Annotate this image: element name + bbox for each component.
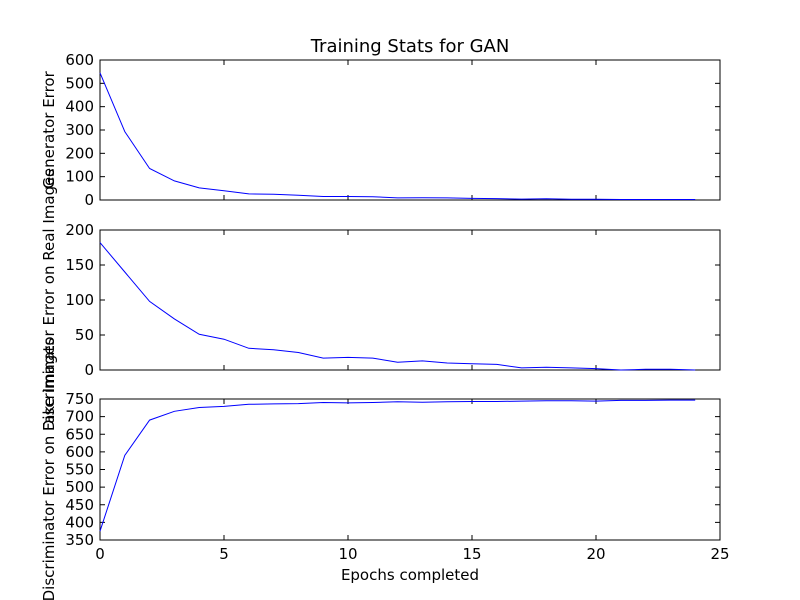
y-tick-label: 400 <box>65 513 94 531</box>
y-tick-label: 500 <box>65 74 94 92</box>
y-tick-label: 50 <box>75 326 94 344</box>
chart-title: Training Stats for GAN <box>310 36 510 57</box>
x-axis-label: Epochs completed <box>341 566 479 584</box>
y-tick-label: 200 <box>65 221 94 239</box>
y-tick-label: 750 <box>65 390 94 408</box>
y-tick-label: 150 <box>65 256 94 274</box>
x-tick-label: 5 <box>219 545 229 563</box>
y-tick-label: 600 <box>65 51 94 69</box>
y-tick-label: 300 <box>65 121 94 139</box>
plot-frame <box>99 229 721 371</box>
y-tick-label: 400 <box>65 98 94 116</box>
x-tick-label: 15 <box>462 545 481 563</box>
y-tick-label: 600 <box>65 443 94 461</box>
subplot-2: 0 50 100 150 200 Discriminator Error on Real … <box>40 169 721 431</box>
series-line <box>99 242 696 371</box>
y-tick-label: 0 <box>84 361 94 379</box>
y-axis-label: Discriminator Error on Real Images <box>40 169 58 431</box>
y-axis-label: Discriminator Error on Fake Images <box>40 337 58 600</box>
y-tick-label: 350 <box>65 531 94 549</box>
y-axis-label: Generator Error <box>40 70 58 188</box>
y-tick-label: 700 <box>65 408 94 426</box>
y-tick-label: 500 <box>65 478 94 496</box>
y-tick-label: 100 <box>65 291 94 309</box>
y-tick-label: 650 <box>65 425 94 443</box>
series-line <box>99 72 696 200</box>
x-tick-label: 10 <box>338 545 357 563</box>
plot-frame <box>99 398 721 541</box>
subplot-1: 0 100 200 300 400 500 600 Generator Error <box>40 51 721 209</box>
y-tick-label: 450 <box>65 496 94 514</box>
y-tick-label: 550 <box>65 461 94 479</box>
series-line <box>99 399 696 532</box>
y-tick-label: 200 <box>65 144 94 162</box>
x-tick-label: 20 <box>586 545 605 563</box>
x-tick-label: 25 <box>710 545 729 563</box>
x-tick-label: 0 <box>95 545 105 563</box>
plot-frame <box>99 59 721 201</box>
y-tick-label: 0 <box>84 191 94 209</box>
y-tick-label: 100 <box>65 168 94 186</box>
